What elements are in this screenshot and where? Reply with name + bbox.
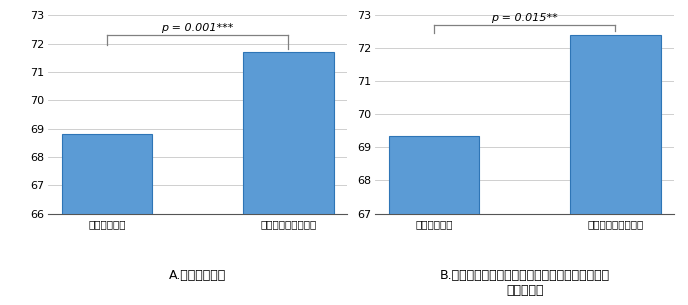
Text: p = 0.015**: p = 0.015** <box>491 13 558 23</box>
Bar <box>389 136 480 214</box>
Bar <box>570 35 660 214</box>
Bar <box>62 134 152 213</box>
Text: B.２名ともにピアレポート課顔を提出したペアに
属する学生: B.２名ともにピアレポート課顔を提出したペアに 属する学生 <box>440 269 610 297</box>
Bar <box>243 52 334 213</box>
Text: A.　全ての学生: A. 全ての学生 <box>169 269 226 282</box>
Text: p = 0.001***: p = 0.001*** <box>162 23 234 33</box>
